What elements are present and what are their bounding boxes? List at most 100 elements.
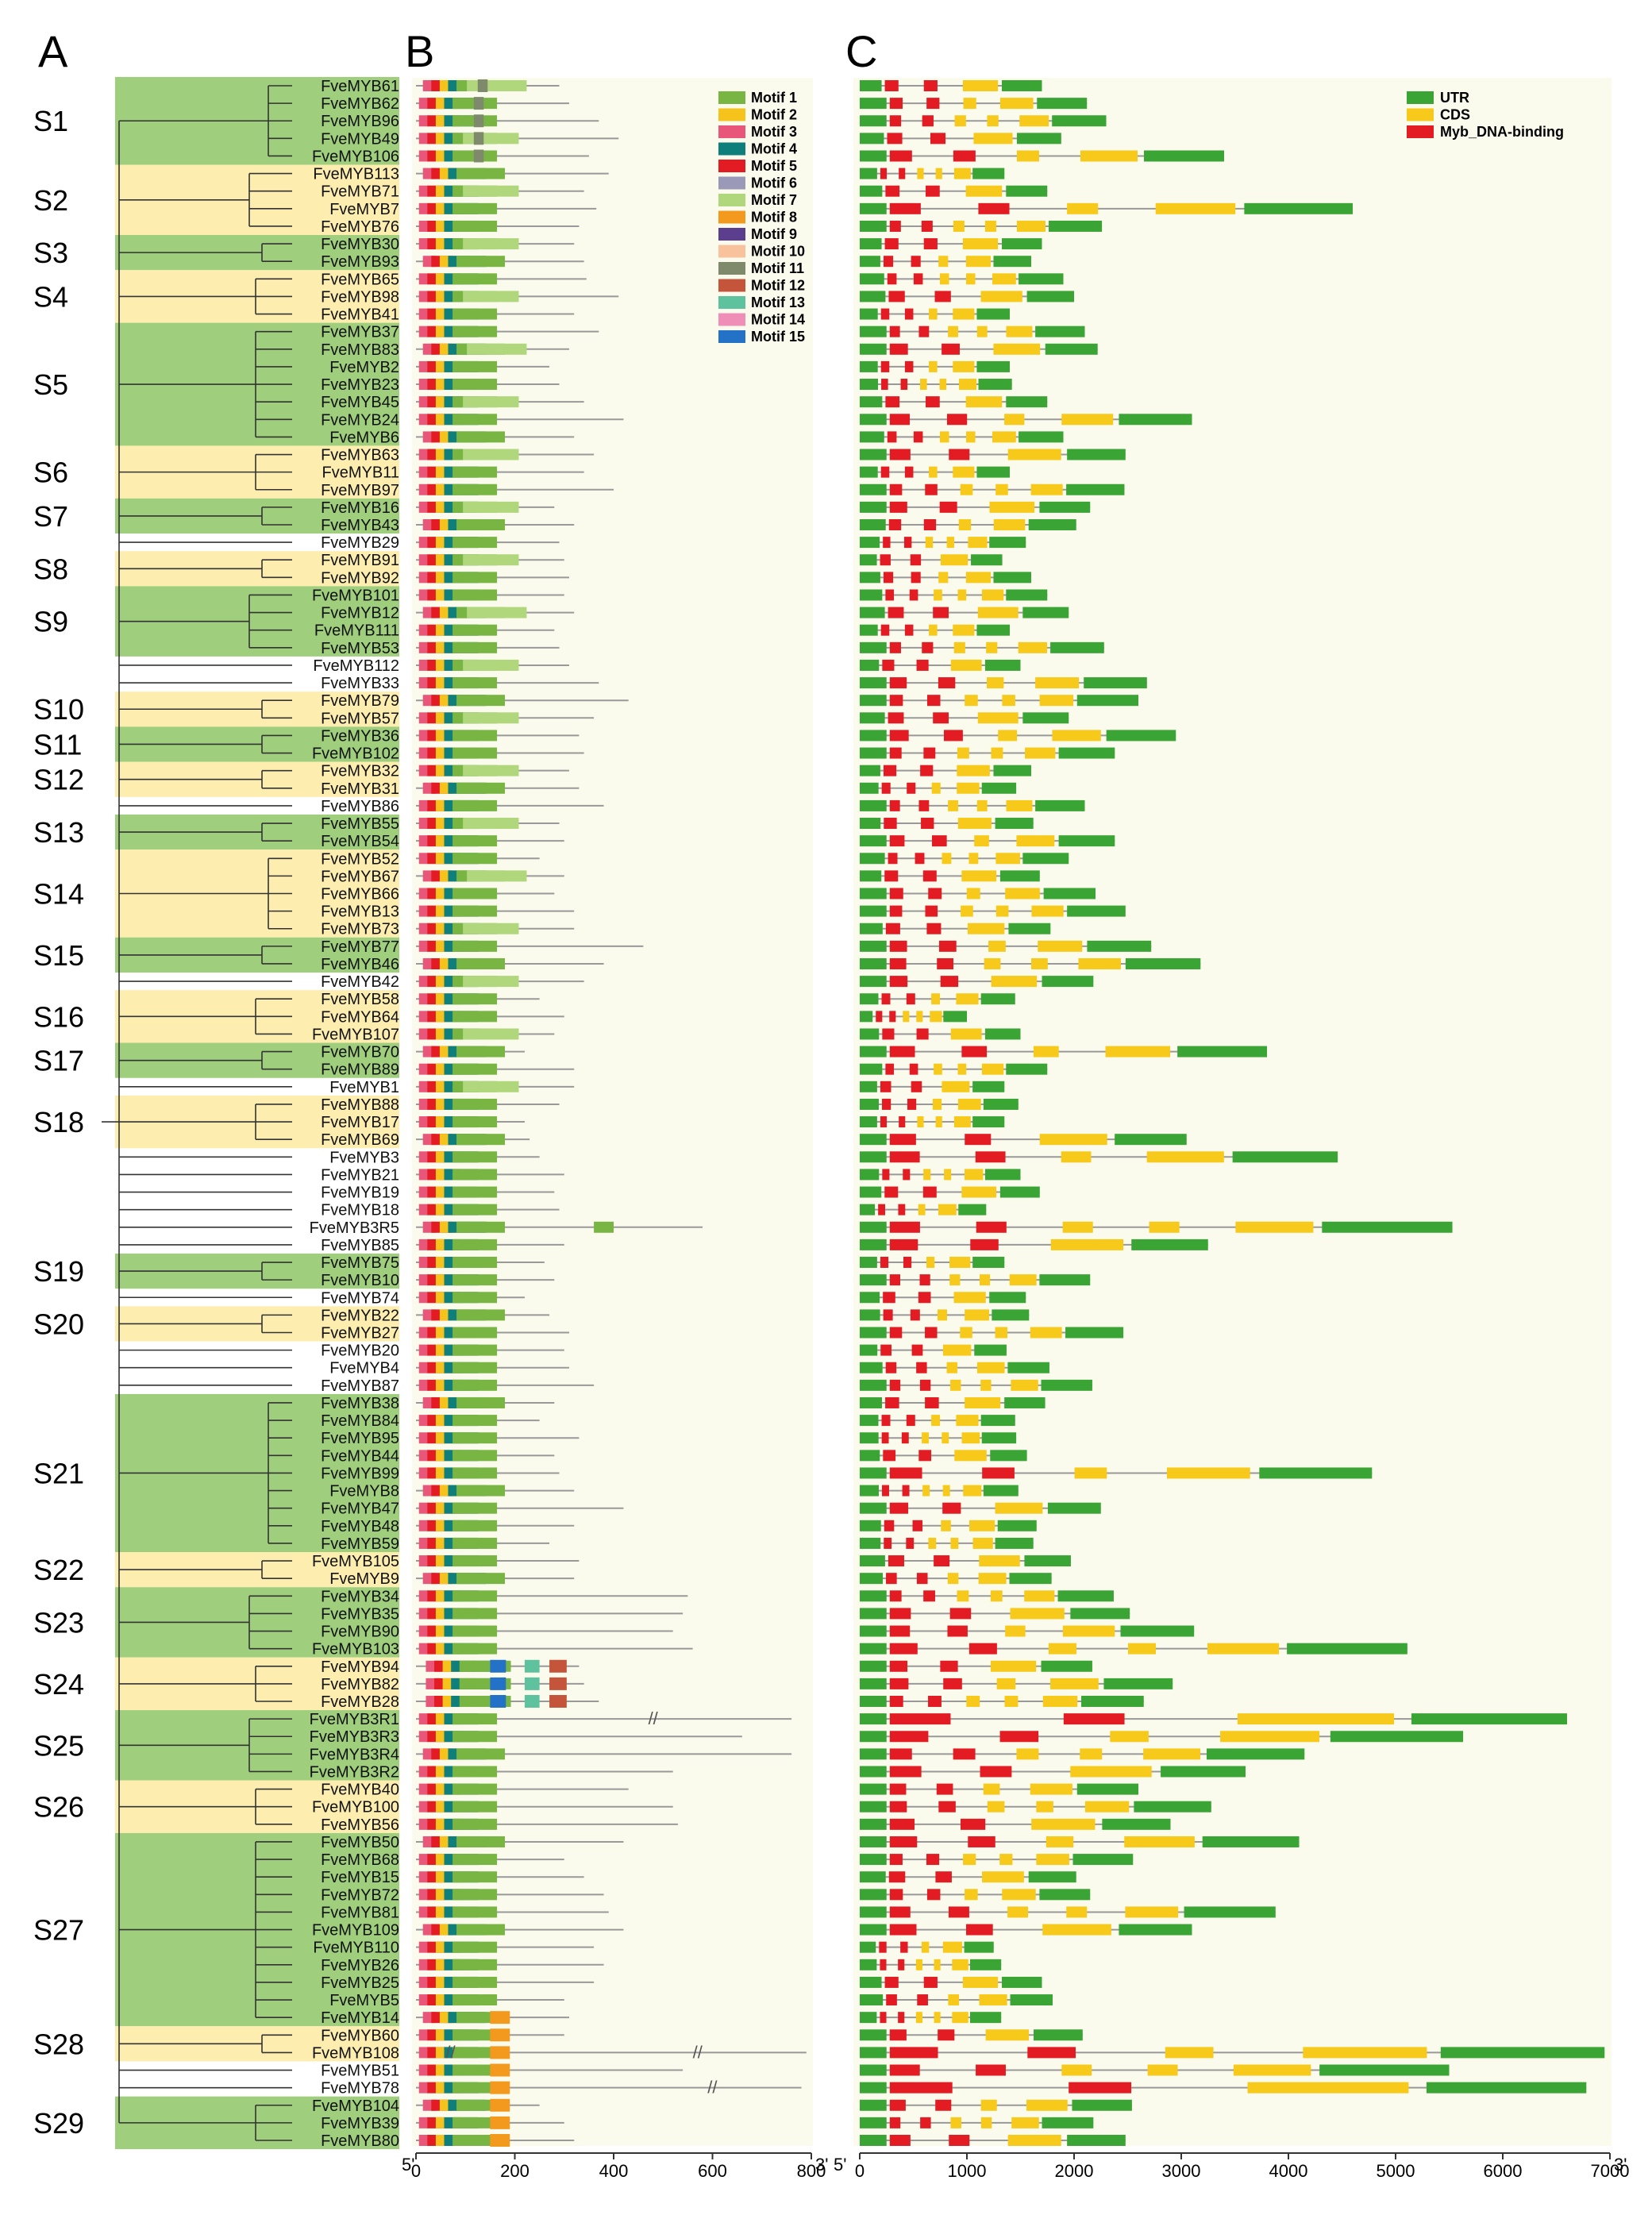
- utr-box: [860, 923, 883, 934]
- gene-label: FveMYB3R5: [310, 1219, 399, 1237]
- utr-box: [1084, 677, 1147, 689]
- motif-3-box: [418, 765, 428, 776]
- utr-box: [860, 1396, 883, 1408]
- gene-label: FveMYB83: [321, 341, 399, 359]
- utr-box: [1002, 80, 1042, 91]
- myb-domain-box: [881, 993, 891, 1005]
- cds-box: [996, 1678, 1016, 1689]
- gene-label: FveMYB107: [312, 1026, 399, 1043]
- myb-domain-box: [926, 185, 940, 197]
- motif-3-box: [418, 483, 428, 495]
- utr-box: [1009, 1573, 1052, 1585]
- utr-box: [860, 1292, 880, 1304]
- gene-label: FveMYB105: [312, 1553, 399, 1570]
- utr-box: [860, 1537, 881, 1549]
- subgroup-label-s3: S3: [33, 237, 68, 269]
- cds-box: [1005, 1625, 1026, 1637]
- myb-domain-box: [881, 1432, 889, 1444]
- myb-domain-box: [881, 379, 888, 391]
- myb-domain-box: [889, 414, 911, 426]
- myb-domain-box: [880, 1257, 889, 1269]
- motif-3-box: [418, 1327, 428, 1339]
- motif-1-box: [452, 1643, 498, 1655]
- myb-domain-box: [949, 2135, 970, 2146]
- utr-box: [860, 1327, 887, 1339]
- utr-box: [976, 466, 1010, 478]
- cds-box: [995, 483, 1008, 495]
- utr-box: [860, 957, 887, 969]
- cds-box: [990, 1660, 1037, 1672]
- myb-domain-box: [968, 1836, 995, 1847]
- gene-labels: FveMYB61FveMYB62FveMYB96FveMYB49FveMYB10…: [310, 78, 399, 2150]
- utr-box: [984, 1169, 1021, 1181]
- cds-box: [957, 589, 967, 601]
- motif-3-box: [418, 449, 428, 460]
- cds-box: [952, 2012, 968, 2024]
- cds-box: [965, 273, 976, 285]
- myb-domain-box: [1027, 2047, 1076, 2059]
- motif-3-box: [418, 923, 428, 934]
- subgroup-label-s26: S26: [33, 1791, 84, 1824]
- utr-box: [860, 2117, 887, 2128]
- gene-label: FveMYB5: [329, 1992, 399, 2009]
- utr-box: [860, 1186, 882, 1198]
- utr-box: [860, 273, 884, 285]
- gene-label: FveMYB7: [329, 201, 399, 218]
- utr-box: [976, 624, 1010, 636]
- gene-label: FveMYB90: [321, 1624, 399, 1641]
- myb-domain-box: [960, 1818, 986, 1830]
- motif-3-box: [418, 905, 428, 917]
- motif-legend-swatch: [718, 296, 745, 309]
- utr-box: [1037, 98, 1088, 110]
- subgroup-label-s9: S9: [33, 606, 68, 638]
- cds-box: [1050, 1238, 1124, 1250]
- cds-box: [1220, 1731, 1319, 1743]
- myb-domain-box: [909, 1063, 918, 1075]
- gene-label: FveMYB84: [321, 1412, 399, 1430]
- motif-1-box: [452, 1889, 498, 1901]
- cds-box: [1002, 695, 1015, 707]
- myb-domain-box: [975, 1151, 1006, 1163]
- utr-box: [860, 1625, 887, 1637]
- myb-domain-box: [889, 483, 903, 495]
- motif-3-box: [418, 501, 428, 513]
- gene-label: FveMYB79: [321, 692, 399, 710]
- myb-domain-box: [904, 466, 914, 478]
- motif-3-box: [418, 1432, 428, 1444]
- myb-domain-box: [889, 1011, 896, 1023]
- myb-domain-box: [889, 220, 901, 232]
- gene-label: FveMYB1: [329, 1079, 399, 1096]
- myb-domain-box: [907, 782, 916, 794]
- motif-7-box: [463, 1028, 519, 1040]
- cds-box: [1110, 1731, 1149, 1743]
- myb-domain-box: [889, 2047, 938, 2059]
- myb-domain-box: [916, 1362, 927, 1373]
- utr-box: [860, 695, 887, 707]
- utr-box: [964, 1941, 994, 1953]
- utr-box: [1287, 1643, 1407, 1655]
- gene-label: FveMYB53: [321, 640, 399, 657]
- motif-3-box: [418, 1959, 428, 1970]
- motif-3-box: [418, 1204, 428, 1215]
- myb-domain-box: [889, 1590, 902, 1602]
- myb-domain-box: [934, 1555, 950, 1567]
- cds-box: [930, 1011, 942, 1023]
- myb-domain-box: [922, 1186, 937, 1198]
- utr-box: [860, 1836, 887, 1847]
- utr-box: [860, 396, 883, 408]
- cds-box: [1067, 202, 1099, 214]
- motif-3-box: [418, 466, 428, 478]
- motif-7-box: [463, 1081, 519, 1092]
- utr-box: [972, 1257, 1005, 1269]
- myb-domain-box: [889, 2135, 911, 2146]
- myb-domain-box: [881, 782, 891, 794]
- utr-box: [1026, 291, 1074, 302]
- myb-domain-box: [934, 291, 951, 302]
- cds-box: [942, 1432, 949, 1444]
- gene-label: FveMYB15: [321, 1869, 399, 1886]
- motif-1-box: [452, 1344, 498, 1356]
- utr-box: [1144, 150, 1224, 162]
- cds-box: [1078, 957, 1121, 969]
- utr-box: [1076, 695, 1138, 707]
- motif-legend-label: Motif 6: [751, 175, 797, 191]
